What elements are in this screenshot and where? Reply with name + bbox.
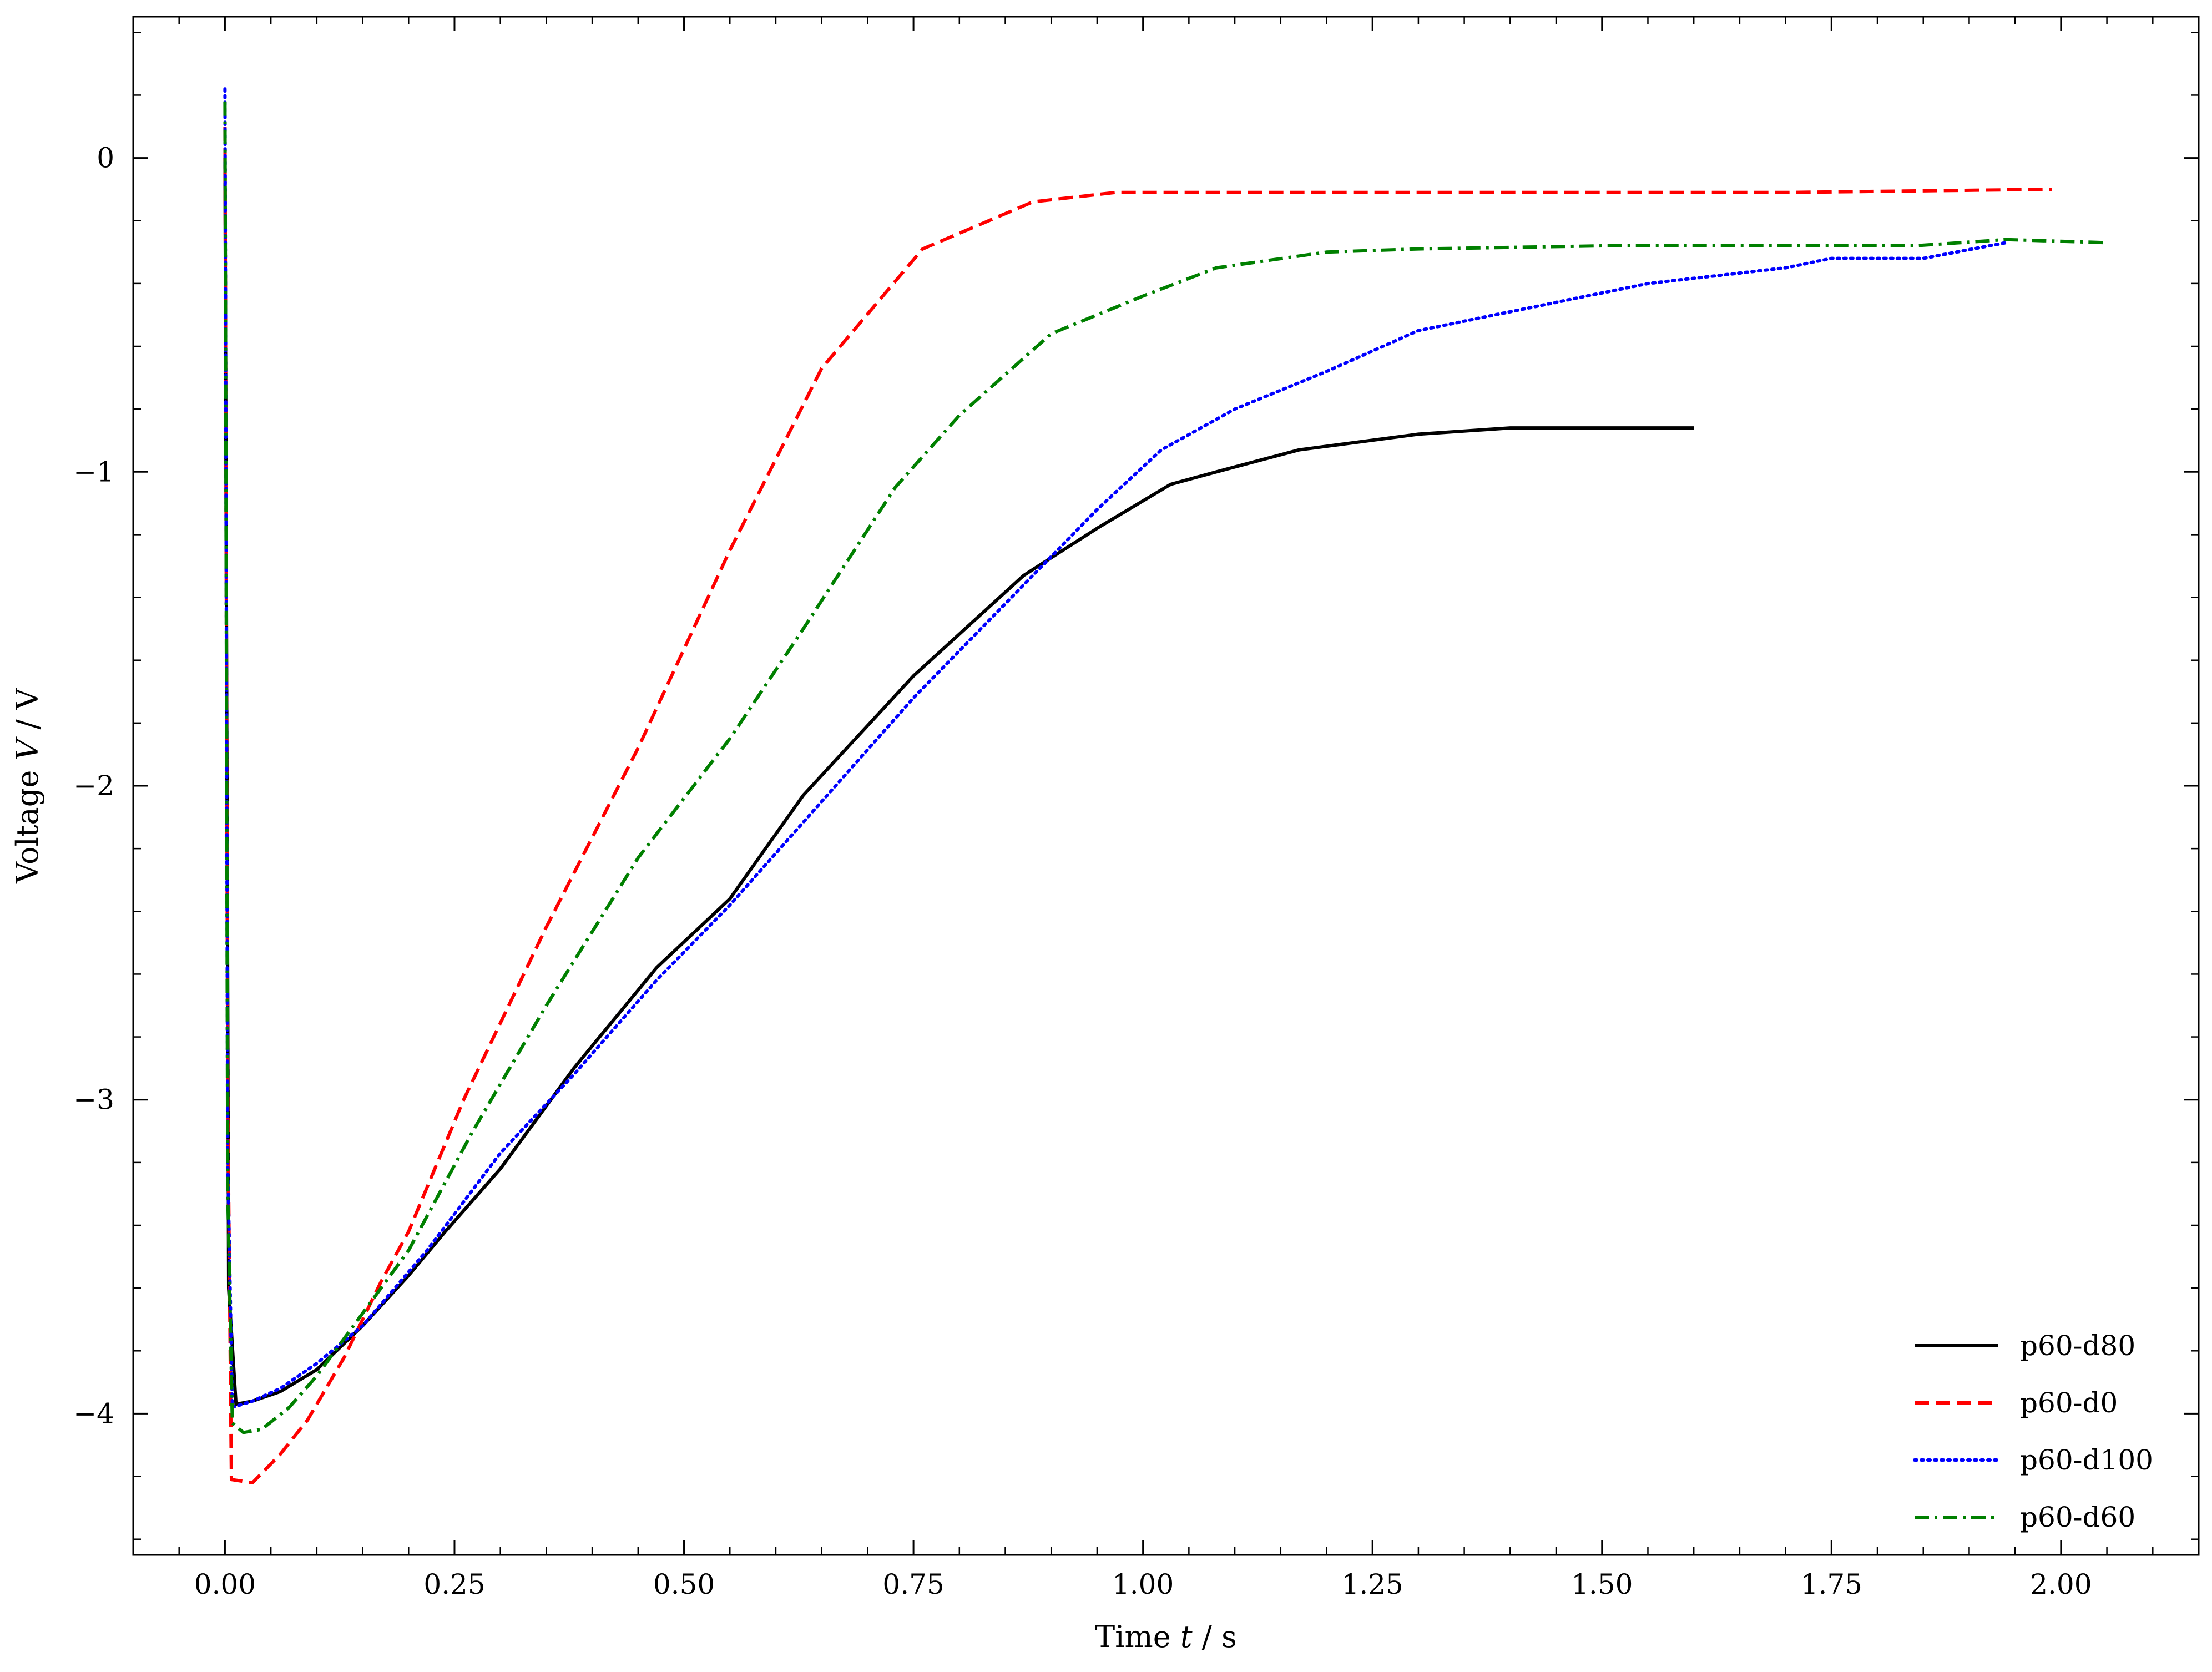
x-tick-label: 2.00 [2030, 1568, 2092, 1600]
series-line-p60-d0 [223, 126, 2052, 1484]
legend-label-p60-d0: p60-d0 [2020, 1387, 2118, 1419]
x-tick-label: 1.50 [1571, 1568, 1633, 1600]
legend-label-p60-d60: p60-d60 [2020, 1501, 2135, 1533]
x-axis-label: Time t / s [1095, 1619, 1237, 1654]
tick-labels-layer: 0.00 0.25 0.50 0.75 1.00 1.25 1.50 1.75 2.00 0 −1 −… [73, 142, 2092, 1600]
ticks-layer [132, 17, 2200, 1555]
y-axis-label: Voltage V / V [10, 688, 45, 884]
x-tick-label: 1.25 [1342, 1568, 1403, 1600]
x-tick-label: 1.75 [1801, 1568, 1862, 1600]
y-tick-label: −3 [73, 1084, 114, 1116]
x-tick-label: 0.50 [653, 1568, 715, 1600]
legend: p60-d80 p60-d0 p60-d100 p60-d60 [1913, 1330, 2153, 1533]
series-line-p60-d60 [223, 101, 2107, 1434]
x-tick-label: 0.25 [423, 1568, 485, 1600]
y-tick-label: −2 [73, 770, 114, 802]
y-tick-label: −1 [73, 456, 114, 488]
series-layer [223, 87, 2107, 1484]
x-tick-label: 1.00 [1112, 1568, 1174, 1600]
x-tick-label: 0.75 [882, 1568, 944, 1600]
legend-label-p60-d100: p60-d100 [2020, 1444, 2153, 1476]
legend-label-p60-d80: p60-d80 [2020, 1330, 2135, 1362]
x-tick-label: 0.00 [194, 1568, 256, 1600]
series-line-p60-d80 [223, 158, 1694, 1406]
y-tick-label: 0 [97, 142, 114, 174]
y-tick-label: −4 [73, 1397, 114, 1429]
series-line-p60-d100 [223, 87, 2008, 1410]
